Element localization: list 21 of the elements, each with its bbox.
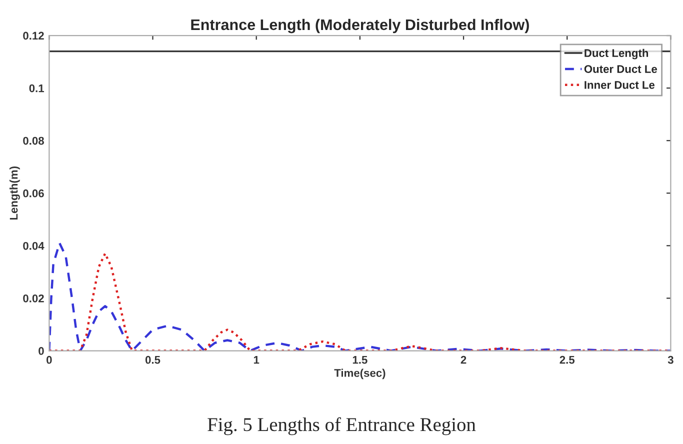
caption: Fig. 5 Lengths of Entrance Region: [208, 417, 476, 436]
y-tick-label: 0.04: [23, 242, 44, 250]
legend-label: Outer Duct Le: [584, 65, 657, 73]
y-tick-label: 0.02: [23, 294, 44, 302]
x-axis-title: Time(sec): [334, 368, 386, 380]
x-tick-label: 1.5: [352, 356, 368, 364]
x-tick-label: 2: [460, 356, 466, 364]
legend-label: Inner Duct Le: [584, 81, 655, 89]
y-tick-label: 0.1: [29, 84, 44, 92]
x-tick-label: 0: [46, 356, 52, 364]
y-tick-label: 0.06: [23, 189, 44, 198]
y-axis-title: Length(m): [10, 166, 20, 220]
y-tick-label: 0.08: [23, 136, 44, 145]
chart-title: Entrance Length (Moderately Disturbed Inflow): [191, 18, 529, 34]
legend-label: Duct Length: [584, 48, 648, 60]
x-tick-label: 1: [254, 356, 260, 364]
x-tick-label: 0.5: [145, 356, 160, 364]
y-tick-label: 0.12: [23, 32, 44, 40]
x-tick-label: 3: [668, 356, 674, 364]
y-tick-label: 0: [38, 347, 44, 355]
x-tick-label: 2.5: [560, 356, 575, 364]
